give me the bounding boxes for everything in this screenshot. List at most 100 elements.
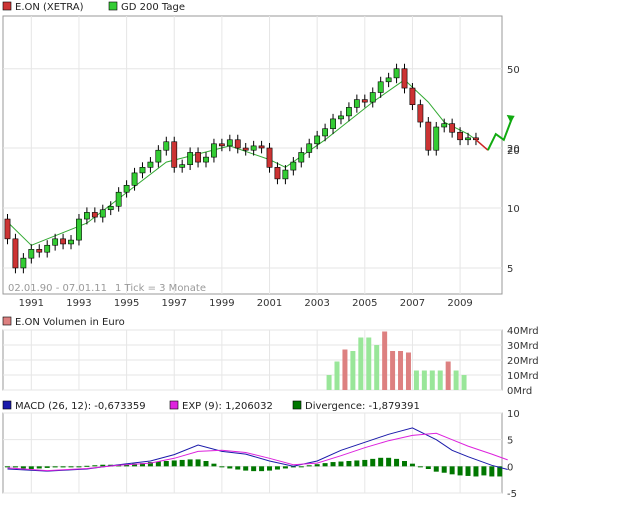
volume-bar — [461, 375, 467, 390]
divergence-bar — [195, 459, 201, 467]
volume-bar — [453, 370, 459, 390]
divergence-bar — [163, 461, 169, 467]
volume-bar — [405, 352, 411, 390]
candle-body — [314, 135, 321, 145]
candle-body — [107, 205, 114, 211]
candle-body — [242, 147, 249, 151]
macd-line — [7, 427, 508, 472]
price-y-tick-label: 50 — [507, 65, 520, 76]
candle-body — [123, 184, 130, 193]
volume-bar — [421, 370, 427, 390]
forecast-layer: 20 — [475, 114, 520, 157]
divergence-bar — [155, 461, 161, 467]
price-x-tick-label: 2003 — [304, 298, 329, 309]
macd-y-tick-label: 0 — [507, 462, 513, 473]
candle-body — [60, 238, 66, 245]
candle-body — [433, 126, 440, 151]
candle-body — [449, 123, 456, 133]
volume-y-ticks: 0Mrd 10Mrd 20Mrd 30Mrd 40Mrd — [507, 326, 539, 397]
volume-bar — [398, 351, 404, 390]
candle-body — [282, 169, 289, 180]
divergence-bar — [124, 464, 130, 467]
divergence-bar — [441, 466, 447, 473]
price-x-tick-label: 1997 — [162, 298, 187, 309]
divergence-bar — [274, 466, 280, 470]
candle-body — [115, 191, 122, 207]
volume-y-tick-label: 30Mrd — [507, 341, 539, 352]
volume-grid — [3, 329, 502, 391]
price-grid — [3, 16, 502, 294]
legend-label-gd200: GD 200 Tage — [121, 2, 185, 13]
forecast-up-line — [487, 118, 513, 151]
candle-body — [298, 152, 305, 163]
divergence-bar — [20, 466, 26, 469]
candle-body — [44, 244, 51, 253]
divergence-bar — [68, 466, 74, 468]
exp-signal-line — [7, 432, 508, 472]
macd-y-ticks: -5 0 5 10 — [507, 409, 520, 500]
volume-bar — [334, 361, 340, 390]
candle-body — [290, 161, 297, 171]
candle-body — [211, 143, 217, 158]
candle-body — [68, 239, 74, 245]
divergence-bar — [433, 466, 439, 472]
volume-bar — [374, 345, 380, 390]
volume-bar — [390, 351, 396, 390]
divergence-bar — [12, 466, 18, 468]
legend-label-divergence: Divergence: -1,879391 — [305, 401, 420, 412]
volume-bar — [342, 349, 348, 390]
divergence-bar — [28, 466, 34, 469]
divergence-bar — [481, 466, 487, 476]
divergence-bar — [425, 466, 431, 469]
divergence-bar — [203, 461, 209, 467]
volume-bar — [429, 370, 435, 390]
divergence-bar — [243, 466, 249, 471]
candle-body — [99, 209, 106, 218]
candle-body — [377, 81, 384, 93]
candle-body — [353, 99, 360, 108]
divergence-bar — [362, 459, 368, 467]
divergence-bar — [417, 466, 423, 468]
legend-label-macd: MACD (26, 12): -0,673359 — [15, 401, 146, 412]
divergence-bar — [409, 463, 415, 467]
volume-bar — [366, 337, 372, 390]
divergence-bar — [330, 462, 336, 467]
divergence-bar — [187, 459, 193, 467]
divergence-bar — [489, 466, 495, 477]
candle-body — [4, 218, 11, 240]
price-x-tick-label: 2007 — [400, 298, 425, 309]
candle-body — [28, 249, 35, 259]
divergence-bar — [171, 460, 177, 467]
divergence-bar — [76, 466, 82, 468]
candle-body — [12, 238, 19, 269]
candle-body — [36, 249, 43, 253]
price-x-tick-label: 2009 — [447, 298, 472, 309]
tick-note: 1 Tick = 3 Monate — [115, 283, 206, 294]
divergence-bar — [227, 466, 233, 469]
divergence-bar — [282, 466, 288, 469]
price-y-tick-label: 10 — [507, 204, 520, 215]
divergence-bar — [235, 466, 241, 470]
legend-label-eon: E.ON (XETRA) — [15, 2, 84, 13]
price-x-tick-label: 2005 — [352, 298, 377, 309]
price-x-ticks: 1991 1993 1995 1997 1999 2001 2003 2005 2007 2009 — [19, 298, 473, 309]
divergence-bar — [44, 466, 50, 468]
volume-bar — [326, 375, 332, 390]
legend-swatch-volume — [2, 316, 12, 326]
legend-swatch-gd200 — [108, 1, 118, 11]
date-range-note: 02.01.90 - 07.01.11 — [8, 283, 107, 294]
forecast-down-line — [475, 139, 489, 151]
volume-bar — [413, 370, 419, 390]
legend-swatch-macd — [2, 400, 12, 410]
candle-body — [393, 68, 400, 79]
candle-body — [155, 149, 162, 163]
divergence-bar — [290, 466, 296, 468]
volume-y-tick-label: 0Mrd — [507, 386, 532, 397]
divergence-bar — [354, 460, 360, 467]
candle-body — [203, 156, 209, 163]
divergence-bar — [219, 466, 225, 468]
divergence-bar — [5, 466, 10, 468]
divergence-bar — [386, 457, 392, 467]
candle-body — [346, 107, 352, 117]
price-y-tick-label: 5 — [507, 264, 513, 275]
